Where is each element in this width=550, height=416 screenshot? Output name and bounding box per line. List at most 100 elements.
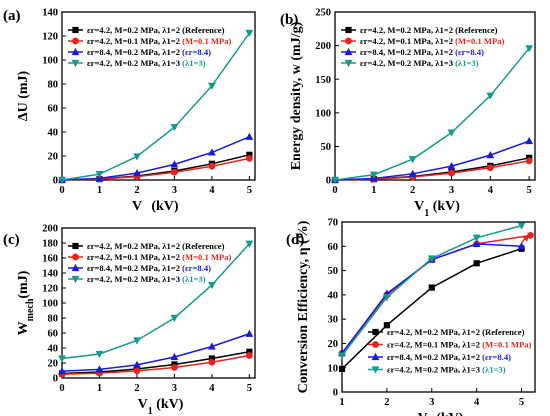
data-point: [245, 29, 254, 38]
annotation-arrowhead: [522, 235, 530, 242]
y-tick-label: 30: [328, 315, 339, 326]
plot-frame: [341, 221, 536, 393]
legend-marker: [344, 59, 353, 68]
legend: εr=4.2, M=0.2 MPa, λ1=2 (Reference)εr=4.…: [341, 25, 505, 68]
series--1-3: [58, 29, 254, 185]
legend-entry: εr=4.2, M=0.2 MPa, λ1=3 (λ1=3): [87, 58, 206, 68]
y-tick-label: 0: [326, 176, 331, 187]
data-point: [133, 360, 141, 368]
x-tick-label: 0: [332, 185, 337, 196]
panel-label: (d): [286, 232, 304, 248]
series--1-3: [338, 222, 526, 360]
data-point: [208, 148, 216, 156]
data-point: [170, 314, 179, 323]
legend-marker: [372, 341, 379, 348]
x-tick-label: 2: [410, 185, 415, 196]
legend-marker: [71, 263, 80, 272]
y-tick-label: 100: [42, 299, 58, 310]
data-point: [170, 124, 179, 132]
y-tick-label: 100: [42, 56, 58, 67]
data-point: [473, 260, 480, 267]
y-tick-label: 120: [42, 32, 58, 43]
legend-entry: εr=4.2, M=0.2 MPa, λ1=3 (λ1=3): [360, 58, 479, 68]
data-point: [208, 162, 216, 170]
y-axis-label: Wmech(mJ): [16, 270, 36, 335]
y-axis-label: ΔU (mJ): [16, 70, 31, 121]
x-tick-label: 5: [527, 185, 532, 196]
data-point: [472, 239, 481, 247]
y-tick-label: 0: [53, 374, 58, 385]
series-line: [341, 248, 522, 370]
x-tick-label: 4: [209, 185, 215, 196]
data-point: [95, 171, 104, 179]
data-point: [208, 342, 216, 350]
x-tick-label: 1: [97, 383, 102, 394]
data-point: [58, 367, 66, 375]
x-tick-label: 3: [172, 383, 177, 394]
panel-label: (a): [3, 8, 21, 24]
legend-entry: εr=4.2, M=0.1 MPa, λ1=2 (M=0.1 MPa): [360, 36, 505, 46]
legend-marker: [72, 242, 79, 250]
legend-marker: [344, 47, 353, 56]
y-tick-label: 10: [328, 363, 339, 374]
legend-entry: εr=4.2, M=0.2 MPa, λ1=2 (Reference): [87, 25, 225, 35]
data-point: [208, 355, 216, 362]
x-axis-label: V1 (kV): [414, 199, 460, 219]
legend-entry: εr=4.2, M=0.2 MPa, λ1=3 (λ1=3): [87, 274, 206, 284]
x-tick-label: 4: [209, 383, 215, 394]
chart-panel-2: 0 50 100 150 200 250 0 1 2 3 4 5 (b) V1 (kV) Energy de…: [280, 8, 536, 219]
legend-entry: εr=4.2, M=0.2 MPa, λ1=2 (Reference): [387, 327, 525, 337]
y-tick-label: 0: [53, 176, 58, 187]
plot-frame: [334, 11, 536, 181]
series-line: [61, 354, 250, 375]
y-tick-label: 140: [42, 8, 58, 19]
y-tick-label: 250: [315, 8, 331, 19]
y-axis-label: Conversion Efficiency, η (%): [296, 220, 311, 393]
series--1-3: [58, 240, 254, 363]
legend: εr=4.2, M=0.2 MPa, λ1=2 (Reference)εr=4.…: [68, 25, 232, 68]
legend-marker: [345, 37, 352, 45]
y-tick-label: 60: [48, 329, 59, 340]
legend-marker: [345, 26, 352, 34]
y-tick-label: 50: [328, 266, 339, 277]
legend-entry: εr=4.2, M=0.2 MPa, λ1=2 (Reference): [360, 25, 498, 35]
data-point: [517, 222, 526, 230]
panel-label: (c): [3, 232, 20, 248]
data-point: [517, 242, 526, 250]
y-tick-label: 100: [315, 108, 331, 119]
data-point: [245, 155, 253, 162]
y-tick-label: 120: [42, 284, 58, 295]
data-point: [246, 348, 253, 355]
y-tick-label: 160: [42, 254, 58, 265]
x-tick-label: 3: [429, 397, 434, 408]
series-line: [61, 136, 250, 181]
data-point: [427, 255, 436, 263]
data-point: [447, 161, 456, 170]
data-point: [245, 329, 254, 337]
data-point: [170, 352, 179, 361]
y-axis-label: Energy density, w (mJ/g): [289, 21, 304, 170]
panel-label: (b): [280, 12, 298, 28]
data-point: [472, 234, 481, 242]
data-point: [208, 82, 216, 90]
y-tick-label: 60: [328, 242, 339, 253]
data-point: [408, 156, 417, 164]
x-tick-label: 1: [371, 185, 376, 196]
data-point: [486, 92, 495, 100]
chart-panel-1: 0 20 40 60 80 100 120 140 0 1 2 3 4 5 (a) V (kV) ΔU (mJ)…: [3, 8, 256, 214]
x-tick-label: 3: [172, 185, 177, 196]
legend-entry: εr=4.2, M=0.1 MPa, λ1=2 (M=0.1 MPa): [87, 36, 232, 46]
chart-panel-3: 0 20 40 60 80 100 120 140 160 180 200 0 1 2 3 4 5 (c) V1 (…: [3, 224, 256, 416]
data-point: [245, 132, 254, 140]
y-tick-label: 80: [48, 80, 59, 91]
legend-entry: εr=4.2, M=0.1 MPa, λ1=2 (M=0.1 MPa): [87, 252, 232, 262]
series--1-3: [331, 45, 534, 185]
x-tick-label: 1: [339, 397, 344, 408]
series-line: [61, 333, 250, 372]
x-tick-label: 5: [247, 185, 252, 196]
data-point: [170, 160, 179, 168]
data-point: [331, 176, 339, 185]
data-point: [133, 367, 141, 375]
x-tick-label: 2: [134, 185, 139, 196]
legend-marker: [71, 47, 80, 56]
